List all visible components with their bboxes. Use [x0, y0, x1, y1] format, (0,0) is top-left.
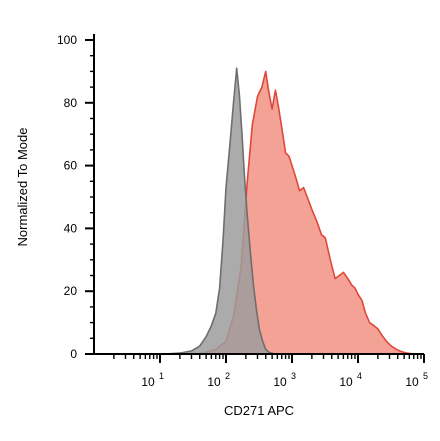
x-tick-label-base: 10 [339, 375, 353, 389]
y-tick-label: 80 [64, 96, 78, 110]
plot-area [165, 67, 414, 355]
y-tick-label: 20 [64, 284, 78, 298]
y-tick-label: 40 [64, 221, 78, 235]
y-tick-label: 60 [64, 159, 78, 173]
series-0-line [198, 70, 414, 355]
x-tick-label-base: 10 [141, 375, 155, 389]
y-tick-label: 0 [70, 347, 77, 361]
x-tick-label-exponent: 5 [423, 371, 428, 381]
x-tick-label-base: 10 [273, 375, 287, 389]
x-tick-label-exponent: 2 [225, 371, 230, 381]
series-1-line [165, 67, 276, 355]
x-tick-label-exponent: 3 [291, 371, 296, 381]
x-tick-label-exponent: 4 [357, 371, 362, 381]
y-axis: 0 20 40 60 80 100 [57, 33, 95, 361]
x-axis-title: CD271 APC [224, 403, 294, 418]
y-axis-title: Normalized To Mode [15, 128, 30, 247]
x-tick-label-exponent: 1 [159, 371, 164, 381]
x-tick-label-base: 10 [207, 375, 221, 389]
y-tick-label: 100 [57, 33, 77, 47]
series-1-area [165, 68, 275, 355]
x-axis: 10 1 10 2 10 3 10 4 10 5 [94, 353, 428, 389]
x-tick-label-base: 10 [405, 375, 419, 389]
